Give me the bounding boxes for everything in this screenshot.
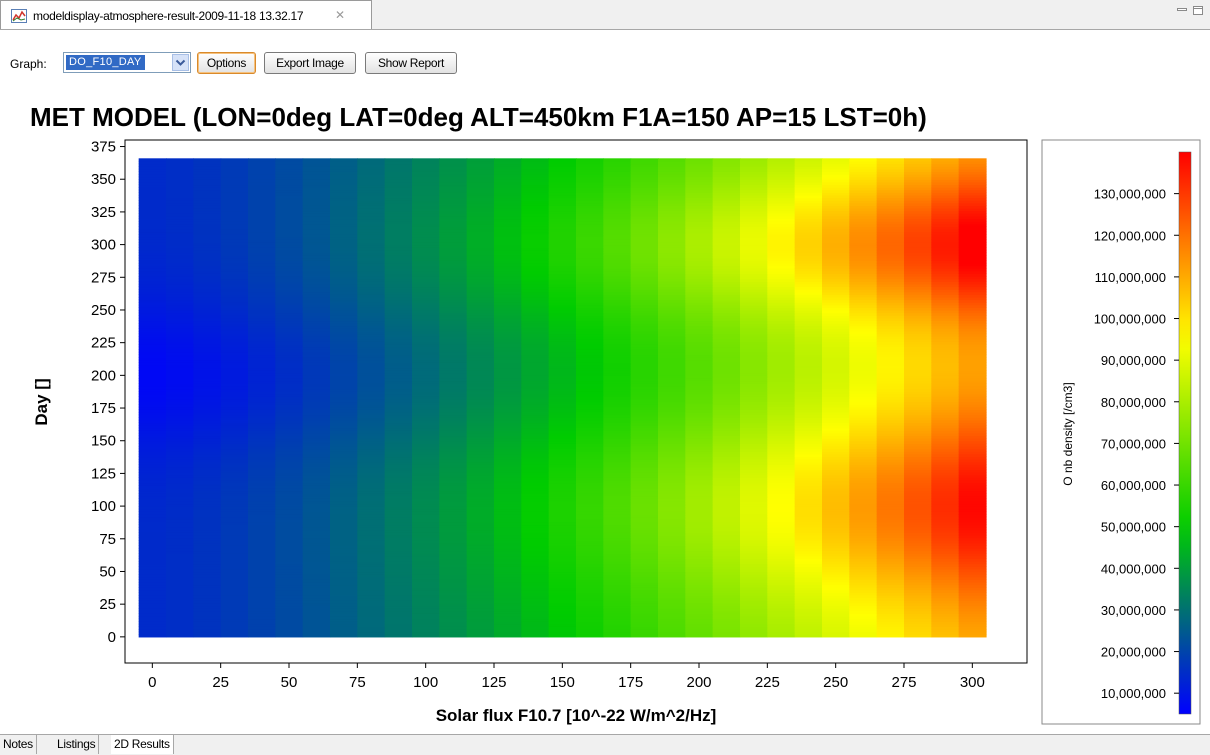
maximize-icon[interactable] [1193,6,1203,15]
heatmap-cell [822,158,850,161]
heatmap-cell [248,158,276,161]
heatmap-cell [330,158,358,161]
editor-tab[interactable]: modeldisplay-atmosphere-result-2009-11-1… [0,0,372,29]
heatmap-cell [303,158,331,161]
heatmap-chart: 0 25 50 75 100 125 150 175 200 225 250 275 300 02550… [0,120,1210,735]
heatmap-cell [576,158,604,161]
heatmap-cell [494,158,522,161]
heatmap-cell [713,158,741,161]
heatmap-cell [658,158,686,161]
close-icon[interactable]: ✕ [335,8,345,22]
heatmap-cell [549,158,577,161]
heatmap-cell [275,158,303,161]
heatmap-cell [631,158,659,161]
heatmap-cell [166,158,194,161]
options-button[interactable]: Options [197,52,256,74]
heatmap-cell [385,158,413,161]
heatmap-cell [767,158,795,161]
heatmap-cell [357,158,385,161]
graph-label: Graph: [10,57,47,71]
tab-title: modeldisplay-atmosphere-result-2009-11-1… [33,9,303,23]
graph-select[interactable]: DO_F10_DAY [63,52,191,73]
heatmap-cell [439,158,467,161]
show-report-button[interactable]: Show Report [365,52,457,74]
chart-icon [11,9,27,23]
heatmap-cell [193,158,221,161]
chevron-down-icon[interactable] [172,54,189,71]
minimize-icon[interactable] [1177,6,1187,15]
heatmap-cell [412,158,440,161]
export-image-button[interactable]: Export Image [264,52,356,74]
heatmap-cell [685,158,713,161]
heatmap-cell [740,158,768,161]
heatmap-cell [849,158,877,161]
editor-tab-bar: modeldisplay-atmosphere-result-2009-11-1… [0,0,1210,30]
heatmap-cell [139,158,167,161]
heatmap-cell [221,158,249,161]
heatmap-cell [467,158,495,161]
heatmap-cell [521,158,549,161]
graph-select-value: DO_F10_DAY [66,55,145,70]
heatmap-cell [603,158,631,161]
heatmap-cell [795,158,823,161]
